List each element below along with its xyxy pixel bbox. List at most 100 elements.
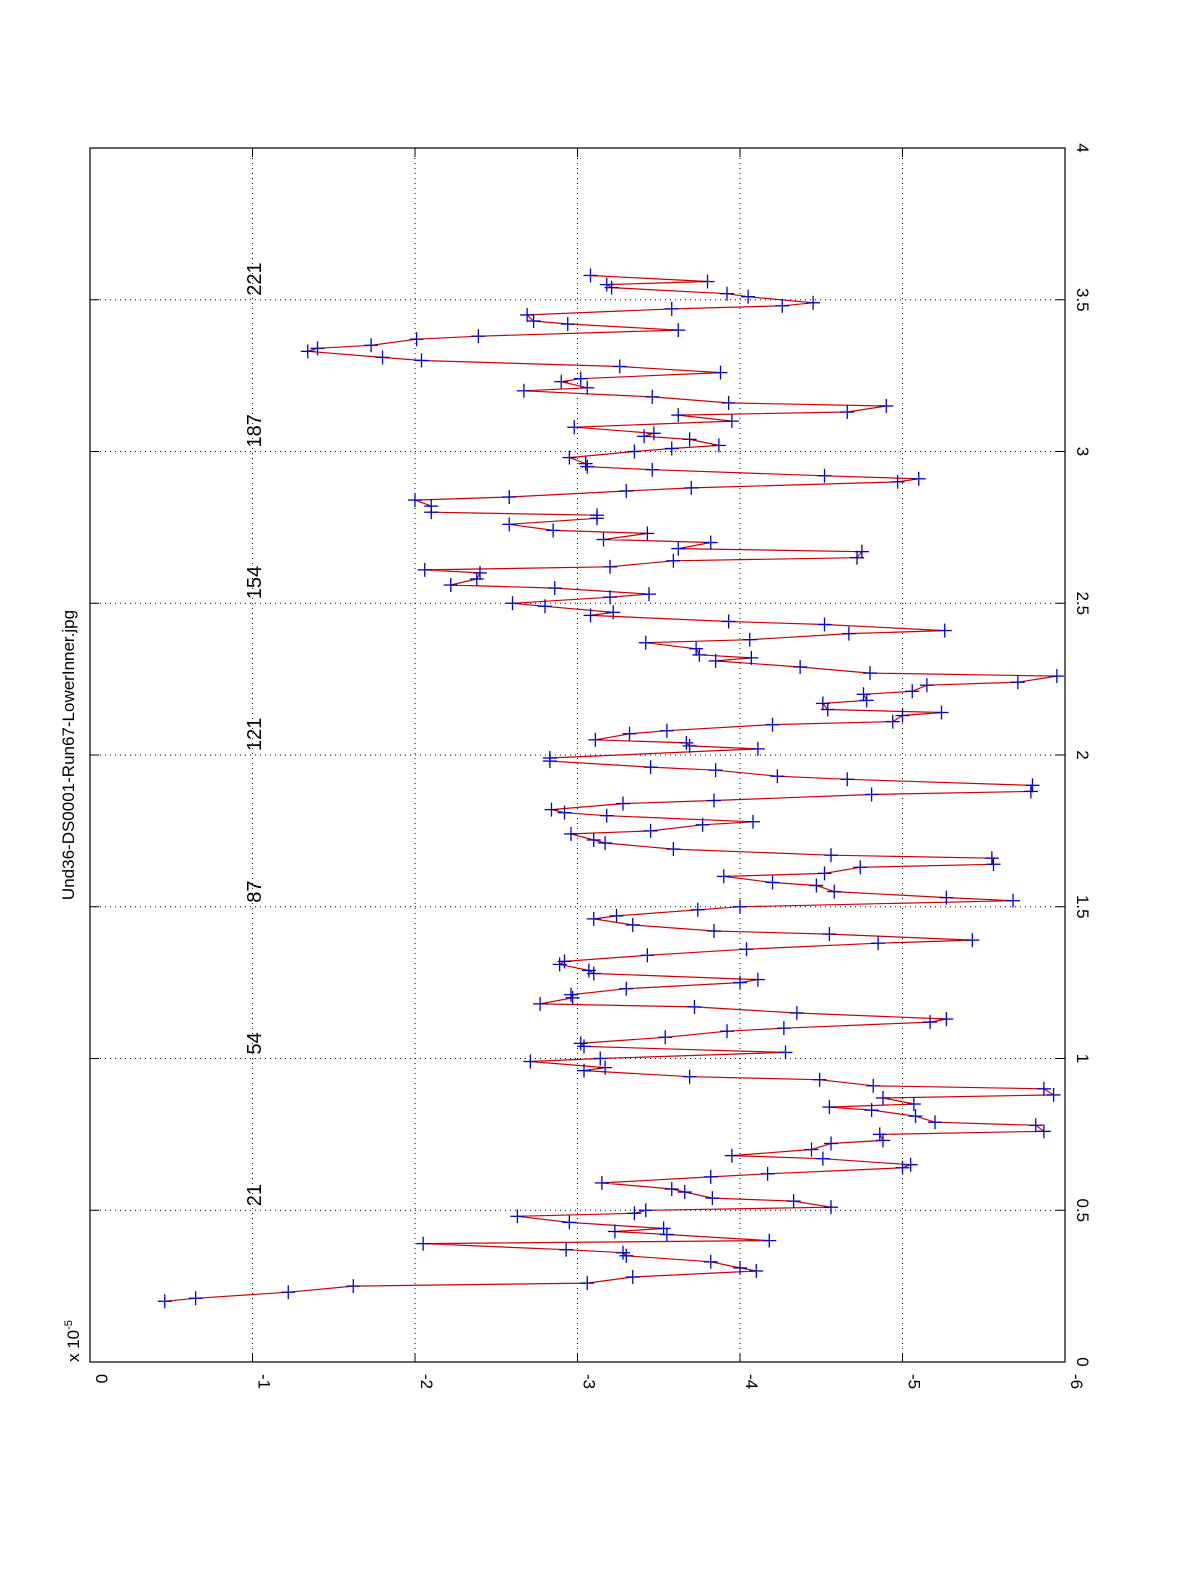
value-tick-label: -1 [255, 1374, 274, 1389]
data-point-marker [583, 608, 598, 623]
data-point-marker [616, 796, 630, 811]
value-tick-label: -6 [1067, 1374, 1086, 1389]
data-point-marker [671, 323, 686, 338]
data-point-marker [824, 848, 838, 863]
data-point-marker [526, 313, 541, 328]
data-point-marker [643, 823, 658, 838]
data-point-marker [724, 1148, 739, 1163]
data-point-marker [559, 1242, 574, 1257]
data-point-marker [682, 1069, 697, 1084]
data-point-marker [671, 408, 686, 423]
data-point-marker [408, 493, 422, 508]
data-point-marker [581, 963, 596, 978]
data-point-marker [603, 590, 617, 605]
data-point-marker [707, 793, 721, 808]
data-point-marker [682, 432, 697, 447]
value-tick-labels: 0 -1 -2 -3 -4 -5 -6 [92, 1374, 1086, 1389]
svg-text:x 10-5: x 10-5 [63, 1320, 83, 1362]
data-point-marker [965, 933, 980, 948]
data-point-marker [789, 1005, 804, 1020]
data-point-marker [627, 444, 642, 459]
data-point-marker [417, 562, 432, 577]
data-point-marker [908, 1109, 923, 1124]
data-point-marker [573, 371, 588, 386]
data-point-marker [1025, 778, 1040, 793]
exponent-label: x 10-5 [63, 1320, 83, 1362]
data-point-marker [565, 990, 580, 1005]
data-point-marker [903, 1157, 918, 1172]
data-point-marker [580, 459, 595, 474]
data-point-marker [822, 1100, 837, 1115]
data-point-marker [890, 474, 905, 489]
data-point-marker [741, 289, 756, 304]
data-point-marker [939, 1012, 954, 1027]
data-point-marker [684, 480, 699, 495]
data-point-marker [739, 942, 754, 957]
data-point-marker [612, 359, 627, 374]
data-point-marker [375, 350, 390, 365]
trace-line [164, 274, 1057, 1302]
value-tick-label: -2 [417, 1374, 436, 1389]
data-point-marker [659, 723, 674, 738]
data-point-marker [588, 732, 603, 747]
data-point-marker [640, 526, 655, 541]
data-point-marker [775, 298, 790, 313]
data-point-marker [646, 426, 661, 441]
data-point-marker [564, 987, 578, 1002]
data-point-marker [671, 541, 686, 556]
data-point-marker [1006, 893, 1020, 908]
position-tick-label: 4 [1073, 143, 1092, 152]
data-point-marker [364, 338, 379, 353]
position-tick-labels: 0 0.5 1 1.5 2 2.5 3 3.5 4 [1073, 143, 1092, 1366]
data-point-marker [733, 899, 747, 914]
data-point-marker [923, 1015, 938, 1030]
data-point-marker [1046, 1087, 1061, 1102]
data-point-marker [746, 814, 760, 829]
value-tick-label: 0 [92, 1374, 111, 1383]
data-point-marker [645, 389, 660, 404]
data-point-marker [516, 383, 531, 398]
data-point-marker [895, 1160, 910, 1175]
data-point-marker [1036, 1124, 1051, 1139]
annotation-label: 21 [244, 1184, 266, 1206]
data-point-marker [594, 1175, 609, 1190]
data-point-marker [749, 1263, 764, 1278]
data-point-marker [937, 623, 952, 638]
data-point-marker [424, 499, 439, 514]
data-point-marker [502, 517, 517, 532]
data-point-marker [700, 274, 715, 289]
data-point-marker [817, 468, 832, 483]
data-point-marker [638, 635, 653, 650]
data-point-marker [778, 1045, 793, 1060]
data-point-marker [721, 395, 736, 410]
data-point-marker [713, 365, 728, 380]
data-point-marker [827, 884, 842, 899]
data-point-marker [510, 1209, 525, 1224]
data-point-marker [593, 1051, 608, 1066]
data-point-marker [984, 851, 999, 866]
data-point-marker [560, 317, 575, 332]
data-point-marker [677, 1185, 692, 1200]
data-point-marker [824, 1136, 838, 1151]
data-point-marker [812, 1072, 827, 1087]
markers [157, 268, 1064, 1309]
data-point-marker [762, 1233, 777, 1248]
data-point-marker [841, 626, 856, 641]
data-point-marker [598, 836, 613, 851]
data-point-marker [607, 1224, 622, 1239]
data-point-marker [853, 860, 868, 875]
data-point-marker [1049, 669, 1064, 684]
data-point-marker [679, 735, 694, 750]
data-point-marker [809, 878, 824, 893]
data-point-marker [656, 1221, 671, 1236]
data-point-marker [578, 456, 593, 471]
data-point-marker [879, 398, 894, 413]
data-point-marker [625, 917, 640, 932]
data-point-marker [1023, 784, 1038, 799]
data-point-marker [690, 902, 705, 917]
data-point-marker [720, 1024, 734, 1039]
data-point-marker [586, 911, 601, 926]
data-point-marker [928, 1115, 942, 1130]
data-point-marker [776, 1021, 791, 1036]
data-point-marker [505, 596, 520, 611]
